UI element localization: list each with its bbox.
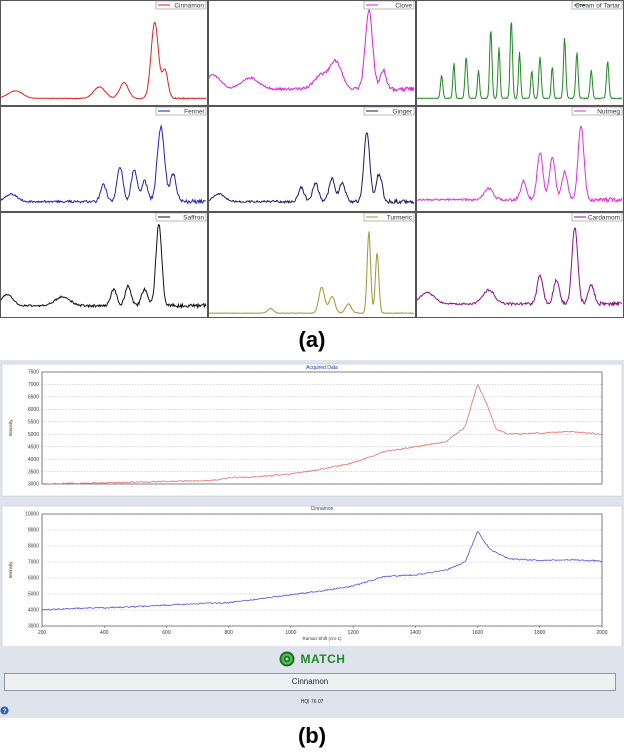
y-tick-label: 6500: [28, 395, 39, 401]
svg-text:?: ?: [3, 708, 7, 715]
x-tick-label: 1800: [534, 630, 545, 636]
y-tick-label: 7000: [28, 560, 39, 566]
spectrum-line-cream-of-tartar: [416, 22, 623, 100]
y-tick-label: 5000: [28, 592, 39, 598]
legend-box: [363, 212, 415, 222]
spectrum-line-fennel: [0, 123, 207, 205]
spectrum-cell-border: [208, 106, 416, 212]
spectrum-cell-clove: Clove: [208, 0, 416, 106]
y-tick-label: 4000: [28, 457, 39, 463]
match-panel: Acquired Data Intensity 3000 3500 4000 4500 50…: [0, 360, 624, 718]
y-axis-label: Intensity: [8, 419, 13, 437]
legend-box: [363, 0, 415, 10]
y-tick-label: 5500: [28, 419, 39, 425]
y-tick-label: 5000: [28, 432, 39, 438]
chart-title: Cinnamon: [311, 506, 334, 512]
y-tick-label: 8000: [28, 544, 39, 550]
chart-title: Acquired Data: [306, 365, 338, 371]
x-tick-label: 1400: [410, 630, 421, 636]
help-icon[interactable]: ?: [0, 706, 9, 715]
x-tick-label: 600: [162, 630, 171, 636]
spectrum-line-clove: [208, 8, 415, 93]
grid-frame: [0, 0, 624, 318]
x-tick-label: 1000: [285, 630, 296, 636]
match-target-icon: [279, 651, 295, 667]
spectrum-line-turmeric: [208, 231, 415, 314]
legend-label: Turmeric: [387, 215, 413, 222]
x-tick-label: 1600: [472, 630, 483, 636]
spectrum-cell-turmeric: Turmeric: [208, 212, 416, 318]
legend-label: Ginger: [392, 109, 412, 116]
match-status: MATCH: [0, 648, 624, 670]
y-tick-label: 10000: [25, 512, 39, 518]
hqi-value: HQI 76.07: [300, 699, 324, 705]
spectrum-line-acquired: [41, 383, 603, 486]
spectrum-line-saffron: [0, 223, 207, 310]
y-axis-label: Intensity: [8, 561, 13, 579]
spectrum-cell-cinnamon: Cinnamon: [0, 0, 208, 106]
x-axis-label: Raman Shift (cm-1): [302, 636, 342, 641]
legend-label: Fennel: [184, 109, 204, 116]
y-tick-label: 6000: [28, 576, 39, 582]
x-tick-label: 400: [100, 630, 109, 636]
x-tick-label: 200: [38, 630, 47, 636]
spectrum-line-ginger: [208, 132, 415, 205]
y-tick-label: 6000: [28, 407, 39, 413]
comparison-charts-svg: Acquired Data Intensity 3000 3500 4000 4500 50…: [1, 363, 623, 649]
spectrum-cell-border: [0, 106, 208, 212]
match-name-field[interactable]: Cinnamon: [4, 673, 616, 691]
y-tick-label: 3000: [28, 624, 39, 630]
plot-area: [41, 513, 603, 627]
y-tick-label: 4000: [28, 608, 39, 614]
spectrum-cell-ginger: Ginger: [208, 106, 416, 212]
caption-a: (a): [298, 327, 326, 352]
match-result-area: MATCH Cinnamon HQI 76.07 ?: [0, 646, 624, 718]
comparison-chart-1: Cinnamon Intensity 3000 4000 5000 6000 7000 800…: [1, 505, 623, 649]
legend-box: [155, 106, 207, 116]
legend-box: [571, 0, 623, 10]
caption-b: (b): [297, 723, 327, 748]
legend-label: Clove: [395, 3, 412, 10]
spectrum-line-nutmeg: [416, 125, 623, 204]
match-label: MATCH: [300, 652, 346, 666]
legend-box: [363, 106, 415, 116]
comparison-charts: Acquired Data Intensity 3000 3500 4000 4500 50…: [0, 360, 624, 649]
spectrum-line-reference: [41, 531, 603, 611]
spectra-grid-svg: Cinnamon Clove Cream of Tartar Fennel Ginger…: [0, 0, 624, 318]
y-tick-label: 7500: [28, 370, 39, 376]
y-tick-label: 7000: [28, 382, 39, 388]
legend-label: Nutmeg: [597, 109, 620, 116]
y-tick-label: 3500: [28, 469, 39, 475]
legend-box: [571, 106, 623, 116]
spectrum-line-cardamom: [416, 227, 623, 307]
y-tick-label: 4500: [28, 444, 39, 450]
spectrum-cell-border: [208, 0, 416, 106]
y-tick-label: 3000: [28, 482, 39, 488]
legend-label: Saffron: [183, 215, 204, 222]
spectra-grid: Cinnamon Clove Cream of Tartar Fennel Ginger…: [0, 0, 624, 318]
legend-label: Cardamom: [588, 215, 620, 222]
legend-label: Cinnamon: [174, 3, 204, 10]
spectrum-line-cinnamon: [0, 21, 207, 100]
spectrum-cell-saffron: Saffron: [0, 212, 208, 318]
x-tick-label: 2000: [596, 630, 607, 636]
legend-label: Cream of Tartar: [575, 3, 621, 10]
legend-box: [155, 212, 207, 222]
spectrum-cell-border: [0, 212, 208, 318]
spectrum-cell-border: [0, 0, 208, 106]
comparison-chart-0: Acquired Data Intensity 3000 3500 4000 4500 50…: [1, 363, 623, 497]
plot-area: [41, 371, 603, 485]
spectrum-cell-border: [208, 212, 416, 318]
x-tick-label: 800: [224, 630, 233, 636]
y-tick-label: 9000: [28, 528, 39, 534]
legend-box: [155, 0, 207, 10]
legend-box: [571, 212, 623, 222]
x-tick-label: 1200: [348, 630, 359, 636]
spectrum-cell-fennel: Fennel: [0, 106, 208, 212]
